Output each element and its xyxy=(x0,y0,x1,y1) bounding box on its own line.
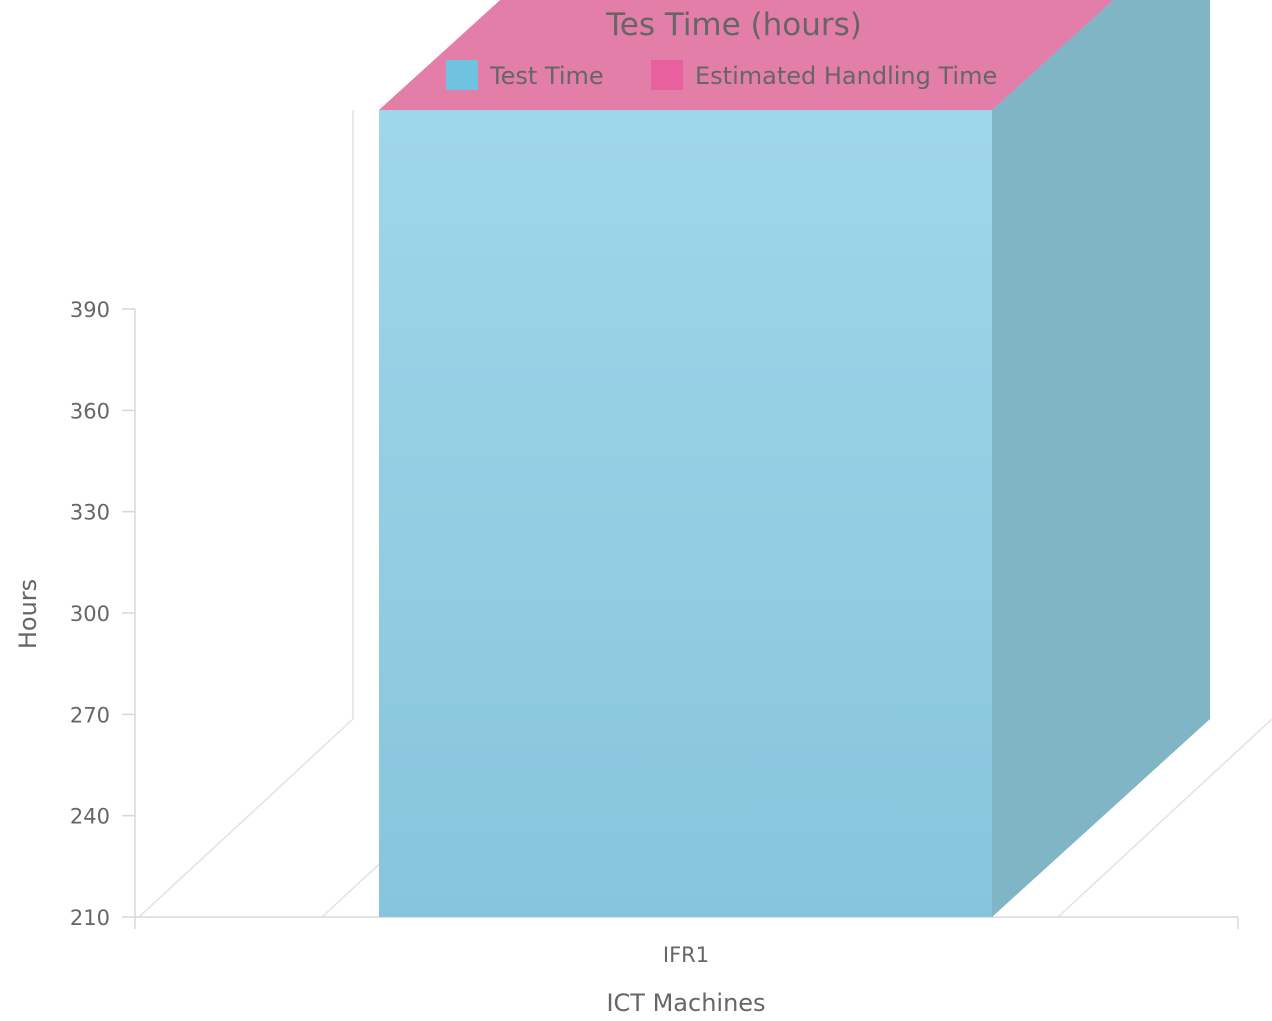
y-tick-labels: 210 240 270 300 330 360 390 xyxy=(70,298,135,930)
y-axis: 210 240 270 300 330 360 390 xyxy=(70,298,136,930)
bar-side-face xyxy=(992,0,1210,917)
grid-line-floor-2 xyxy=(1057,718,1272,918)
y-tick-label: 210 xyxy=(70,906,110,930)
x-axis: IFR1 xyxy=(134,916,1239,967)
y-tick-label: 330 xyxy=(70,501,110,525)
legend-label-estimated-handling-time: Estimated Handling Time xyxy=(695,62,997,90)
legend-label-test-time: Test Time xyxy=(489,62,604,90)
x-tick-labels: IFR1 xyxy=(663,943,709,967)
bar-test-time-ifr1 xyxy=(379,0,1210,917)
legend-swatch-estimated-handling-time xyxy=(651,60,683,90)
y-tick-label: 390 xyxy=(70,298,110,322)
bar-front-face xyxy=(379,110,992,917)
x-tick-label: IFR1 xyxy=(663,943,709,967)
legend-item-test-time[interactable]: Test Time xyxy=(446,60,604,90)
legend-swatch-test-time xyxy=(446,60,478,90)
grid-line-floor-0 xyxy=(138,718,354,918)
bars xyxy=(379,0,1210,917)
bar-top-face xyxy=(379,0,1114,110)
x-axis-title: ICT Machines xyxy=(606,989,765,1017)
legend-item-estimated-handling-time[interactable]: Estimated Handling Time xyxy=(651,60,997,90)
y-tick-label: 240 xyxy=(70,805,110,829)
y-axis-title: Hours xyxy=(14,579,42,649)
bar-estimated-handling-time-ifr1 xyxy=(379,0,1114,110)
y-tick-label: 270 xyxy=(70,703,110,727)
chart-title: Tes Time (hours) xyxy=(605,7,862,43)
y-tick-label: 300 xyxy=(70,602,110,626)
y-tick-label: 360 xyxy=(70,399,110,423)
legend: Test Time Estimated Handling Time xyxy=(446,60,997,90)
